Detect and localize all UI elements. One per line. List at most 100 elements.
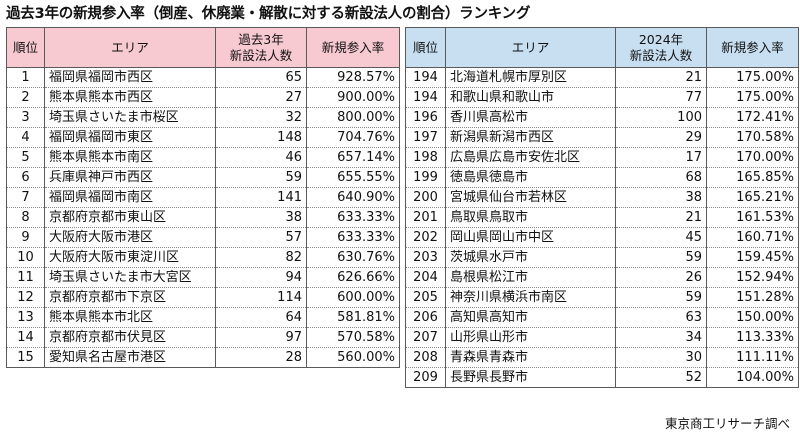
- new-corp-count-cell: 77: [615, 87, 707, 108]
- rank-cell: 15: [6, 347, 45, 368]
- entry-rate-cell: 151.28%: [706, 287, 799, 308]
- table-row: 8 京都府京都市東山区 38 633.33%: [6, 207, 400, 228]
- rank-cell: 11: [6, 267, 45, 288]
- area-cell: 福岡県福岡市南区: [44, 187, 216, 208]
- new-corp-count-cell: 141: [215, 187, 307, 208]
- area-cell: 長野県長野市: [445, 367, 616, 388]
- table-row: 12 京都府京都市下京区 114 600.00%: [6, 287, 400, 308]
- area-cell: 埼玉県さいたま市大宮区: [44, 267, 216, 288]
- entry-rate-cell: 900.00%: [306, 87, 400, 108]
- rank-cell: 202: [405, 227, 446, 248]
- area-cell: 茨城県水戸市: [445, 247, 616, 268]
- new-corp-count-cell: 45: [615, 227, 707, 248]
- new-corp-count-cell: 26: [615, 267, 707, 288]
- new-corp-count-cell: 38: [215, 207, 307, 228]
- area-cell: 島根県松江市: [445, 267, 616, 288]
- rank-cell: 199: [405, 167, 446, 188]
- rank-cell: 197: [405, 127, 446, 148]
- entry-rate-cell: 175.00%: [706, 67, 799, 88]
- area-cell: 和歌山県和歌山市: [445, 87, 616, 108]
- rank-cell: 207: [405, 327, 446, 348]
- rank-cell: 9: [6, 227, 45, 248]
- table-row: 209 長野県長野市 52 104.00%: [405, 367, 799, 388]
- area-cell: 岡山県岡山市中区: [445, 227, 616, 248]
- new-corp-count-cell: 100: [615, 107, 707, 128]
- table-row: 201 鳥取県鳥取市 21 161.53%: [405, 207, 799, 228]
- entry-rate-cell: 165.21%: [706, 187, 799, 208]
- table-row: 13 熊本県熊本市北区 64 581.81%: [6, 307, 400, 328]
- entry-rate-cell: 170.00%: [706, 147, 799, 168]
- table-row: 202 岡山県岡山市中区 45 160.71%: [405, 227, 799, 248]
- header-entry-rate: 新規参入率: [706, 27, 799, 68]
- entry-rate-cell: 626.66%: [306, 267, 400, 288]
- header-rank: 順位: [405, 27, 446, 68]
- new-corp-count-cell: 59: [615, 247, 707, 268]
- rank-cell: 4: [6, 127, 45, 148]
- header-new-corp-count: 2024年 新設法人数: [615, 27, 707, 68]
- table-row: 194 北海道札幌市厚別区 21 175.00%: [405, 67, 799, 88]
- rank-cell: 13: [6, 307, 45, 328]
- entry-rate-cell: 581.81%: [306, 307, 400, 328]
- entry-rate-cell: 170.58%: [706, 127, 799, 148]
- table-row: 198 広島県広島市安佐北区 17 170.00%: [405, 147, 799, 168]
- new-corp-count-cell: 21: [615, 207, 707, 228]
- area-cell: 福岡県福岡市西区: [44, 67, 216, 88]
- rank-cell: 204: [405, 267, 446, 288]
- table-row: 5 熊本県熊本市南区 46 657.14%: [6, 147, 400, 168]
- new-corp-count-cell: 57: [215, 227, 307, 248]
- rank-cell: 12: [6, 287, 45, 308]
- area-cell: 福岡県福岡市東区: [44, 127, 216, 148]
- table-row: 6 兵庫県神戸市西区 59 655.55%: [6, 167, 400, 188]
- new-corp-count-cell: 82: [215, 247, 307, 268]
- new-corp-count-cell: 63: [615, 307, 707, 328]
- table-row: 11 埼玉県さいたま市大宮区 94 626.66%: [6, 267, 400, 288]
- new-corp-count-cell: 59: [615, 287, 707, 308]
- rank-cell: 14: [6, 327, 45, 348]
- new-corp-count-cell: 114: [215, 287, 307, 308]
- area-cell: 大阪府大阪市東淀川区: [44, 247, 216, 268]
- area-cell: 京都府京都市東山区: [44, 207, 216, 228]
- right-table-body: 194 北海道札幌市厚別区 21 175.00% 194 和歌山県和歌山市 77 175.00…: [405, 67, 799, 388]
- source-note: 東京商工リサーチ調べ: [664, 416, 790, 431]
- new-corp-count-cell: 38: [615, 187, 707, 208]
- table-row: 4 福岡県福岡市東区 148 704.76%: [6, 127, 400, 148]
- area-cell: 香川県高松市: [445, 107, 616, 128]
- table-row: 208 青森県青森市 30 111.11%: [405, 347, 799, 368]
- area-cell: 北海道札幌市厚別区: [445, 67, 616, 88]
- table-row: 2 熊本県熊本市西区 27 900.00%: [6, 87, 400, 108]
- area-cell: 熊本県熊本市北区: [44, 307, 216, 328]
- new-corp-count-cell: 27: [215, 87, 307, 108]
- entry-rate-cell: 113.33%: [706, 327, 799, 348]
- table-row: 7 福岡県福岡市南区 141 640.90%: [6, 187, 400, 208]
- rank-cell: 201: [405, 207, 446, 228]
- rank-cell: 194: [405, 87, 446, 108]
- new-corp-count-cell: 32: [215, 107, 307, 128]
- table-row: 3 埼玉県さいたま市桜区 32 800.00%: [6, 107, 400, 128]
- area-cell: 熊本県熊本市南区: [44, 147, 216, 168]
- entry-rate-cell: 104.00%: [706, 367, 799, 388]
- new-corp-count-cell: 21: [615, 67, 707, 88]
- new-corp-count-cell: 46: [215, 147, 307, 168]
- table-row: 204 島根県松江市 26 152.94%: [405, 267, 799, 288]
- entry-rate-cell: 175.00%: [706, 87, 799, 108]
- new-corp-count-cell: 59: [215, 167, 307, 188]
- rank-cell: 203: [405, 247, 446, 268]
- page-title: 過去3年の新規参入率（倒産、休廃業・解散に対する新設法人の割合）ランキング: [6, 6, 531, 22]
- header-count-line2: 新設法人数: [629, 47, 693, 63]
- entry-rate-cell: 159.45%: [706, 247, 799, 268]
- table-row: 9 大阪府大阪市港区 57 633.33%: [6, 227, 400, 248]
- area-cell: 青森県青森市: [445, 347, 616, 368]
- entry-rate-cell: 630.76%: [306, 247, 400, 268]
- new-corp-count-cell: 52: [615, 367, 707, 388]
- new-corp-count-cell: 148: [215, 127, 307, 148]
- entry-rate-cell: 800.00%: [306, 107, 400, 128]
- right-table-header-row: 順位 エリア 2024年 新設法人数 新規参入率: [405, 27, 799, 68]
- new-corp-count-cell: 65: [215, 67, 307, 88]
- rank-cell: 196: [405, 107, 446, 128]
- new-corp-count-cell: 64: [215, 307, 307, 328]
- right-ranking-table: 順位 エリア 2024年 新設法人数 新規参入率 194 北海道札幌市厚別区 21 1…: [405, 27, 799, 388]
- new-corp-count-cell: 17: [615, 147, 707, 168]
- new-corp-count-cell: 34: [615, 327, 707, 348]
- area-cell: 神奈川県横浜市南区: [445, 287, 616, 308]
- rank-cell: 10: [6, 247, 45, 268]
